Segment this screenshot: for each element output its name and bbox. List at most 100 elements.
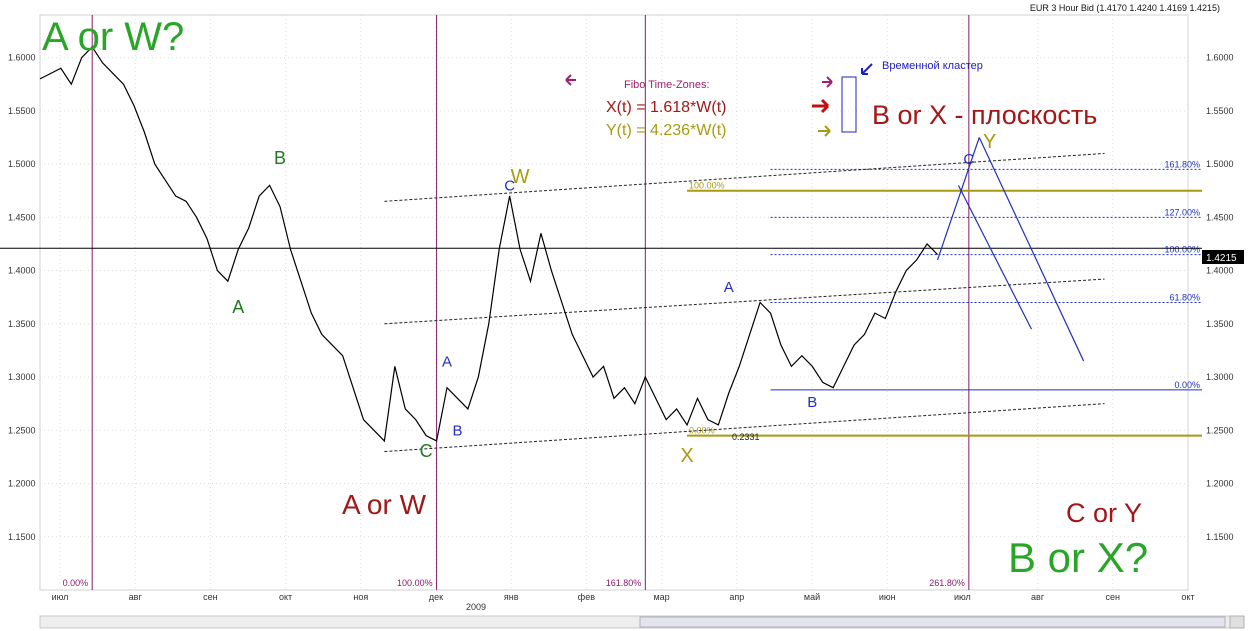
arrow-left-icon (565, 74, 576, 86)
y-tick-label: 1.4000 (1206, 266, 1234, 276)
wave-label-green: A (232, 297, 244, 317)
x-tick-label: май (804, 592, 820, 602)
x-tick-label: июн (879, 592, 896, 602)
price-series (39, 45, 938, 443)
time-zone-label: 261.80% (929, 578, 965, 588)
y-tick-label: 1.5000 (8, 159, 36, 169)
fib-levels: 161.80% 127.00% 100.00% 61.80% 0.00% 100.00% 0… (0, 159, 1202, 437)
wave-label-gold: W (511, 166, 530, 188)
x-year-label: 2009 (466, 602, 486, 612)
x-tick-label: июл (954, 592, 971, 602)
fib-level-label: 0.00% (1174, 380, 1200, 390)
time-zone-label: 161.80% (606, 578, 642, 588)
fib-level-label: 100.00% (1164, 245, 1200, 255)
annotation-b-or-x-flat: B or X - плоскость (872, 100, 1097, 130)
arrow-right-purple-icon (822, 76, 833, 88)
arrow-right-gold-icon (818, 125, 831, 137)
x-tick-label: окт (279, 592, 292, 602)
channel-line (384, 152, 1105, 202)
fibo-title: Fibo Time-Zones: (624, 79, 710, 91)
x-tick-label: июл (52, 592, 69, 602)
wave-label-blue: A (442, 353, 452, 370)
projection-line (957, 185, 1032, 330)
y-axis-right: 1.1500 1.2000 1.2500 1.3000 1.3500 1.4000 1.45… (1206, 53, 1234, 542)
projection-lines (936, 137, 1085, 362)
channel-line (384, 403, 1105, 453)
cluster-label: Временной кластер (882, 60, 983, 72)
wave-label-blue: B (807, 394, 817, 411)
y-tick-label: 1.1500 (8, 532, 36, 542)
fibo-y-formula: Y(t) = 4.236*W(t) (606, 122, 726, 139)
x-tick-label: дек (429, 592, 443, 602)
time-zone-label: 100.00% (397, 578, 433, 588)
projection-line (936, 137, 980, 261)
y-tick-label: 1.5500 (8, 106, 36, 116)
price-line (39, 45, 938, 443)
gold-level-label: 0.00% (689, 426, 715, 436)
scrollbar-thumb[interactable] (639, 616, 1226, 628)
y-tick-label: 1.2000 (1206, 479, 1234, 489)
gold-level-label: 100.00% (689, 181, 725, 191)
scrollbar-arrow-right[interactable] (1229, 615, 1245, 629)
cluster-arrow-icon (861, 63, 873, 75)
last-price-badge: 1.4215 (1202, 250, 1244, 264)
wave-label-blue: A (724, 279, 734, 296)
wave-label-green: C (420, 441, 433, 461)
y-tick-label: 1.4500 (8, 212, 36, 222)
y-tick-label: 1.5000 (1206, 159, 1234, 169)
projection-line (978, 137, 1085, 362)
chart-header-title: EUR 3 Hour Bid (1.4170 1.4240 1.4169 1.4… (1030, 3, 1220, 13)
x-tick-label: сен (203, 592, 218, 602)
wave-label-green: B (274, 148, 286, 168)
y-tick-label: 1.3000 (1206, 372, 1234, 382)
y-tick-label: 1.3500 (8, 319, 36, 329)
last-price-text: 1.4215 (1206, 253, 1237, 264)
y-tick-label: 1.2000 (8, 479, 36, 489)
fib-level-label: 161.80% (1164, 159, 1200, 169)
fibo-time-zones: 0.00% 100.00% 161.80% 261.80% (63, 15, 970, 590)
x-tick-label: янв (504, 592, 519, 602)
y-tick-label: 1.3500 (1206, 319, 1234, 329)
x-axis: июл авг сен окт ноя дек янв фев мар апр май июн июл а… (52, 592, 1195, 612)
x-tick-label: авг (1031, 592, 1045, 602)
annotation-c-or-y: C or Y (1066, 498, 1142, 528)
small-label: 0.2331 (732, 432, 760, 442)
fib-level-label: 127.00% (1164, 207, 1200, 217)
x-tick-label: сен (1106, 592, 1121, 602)
y-tick-label: 1.2500 (1206, 425, 1234, 435)
y-tick-label: 1.4000 (8, 266, 36, 276)
y-tick-label: 1.2500 (8, 425, 36, 435)
x-tick-label: окт (1181, 592, 1194, 602)
arrow-right-red-icon (812, 98, 830, 114)
x-tick-label: ноя (353, 592, 368, 602)
fibo-x-formula: X(t) = 1.618*W(t) (606, 99, 726, 116)
wave-label-gold: Y (983, 131, 996, 153)
y-axis-left: 1.1500 1.2000 1.2500 1.3000 1.3500 1.4000 1.45… (8, 53, 36, 542)
annotation-a-or-w-question: A or W? (42, 15, 184, 59)
wave-label-blue: C (504, 178, 515, 195)
x-tick-label: авг (129, 592, 143, 602)
time-zone-label: 0.00% (63, 578, 89, 588)
time-cluster-box (841, 76, 857, 133)
wave-label-blue: C (963, 151, 974, 168)
y-tick-label: 1.6000 (8, 53, 36, 63)
wave-label-gold: X (680, 445, 693, 467)
x-tick-label: фев (578, 592, 595, 602)
wave-label-blue: B (452, 423, 462, 440)
y-tick-label: 1.5500 (1206, 106, 1234, 116)
gridlines (40, 15, 1189, 590)
x-tick-label: апр (729, 592, 744, 602)
y-tick-label: 1.6000 (1206, 53, 1234, 63)
y-tick-label: 1.4500 (1206, 212, 1234, 222)
annotation-a-or-w: A or W (342, 489, 427, 520)
annotation-b-or-x-question: B or X? (1008, 534, 1148, 581)
channel-line (384, 278, 1105, 325)
x-tick-label: мар (653, 592, 669, 602)
y-tick-label: 1.3000 (8, 372, 36, 382)
channel-lines (384, 152, 1105, 453)
y-tick-label: 1.1500 (1206, 532, 1234, 542)
fib-level-label: 61.80% (1169, 293, 1200, 303)
